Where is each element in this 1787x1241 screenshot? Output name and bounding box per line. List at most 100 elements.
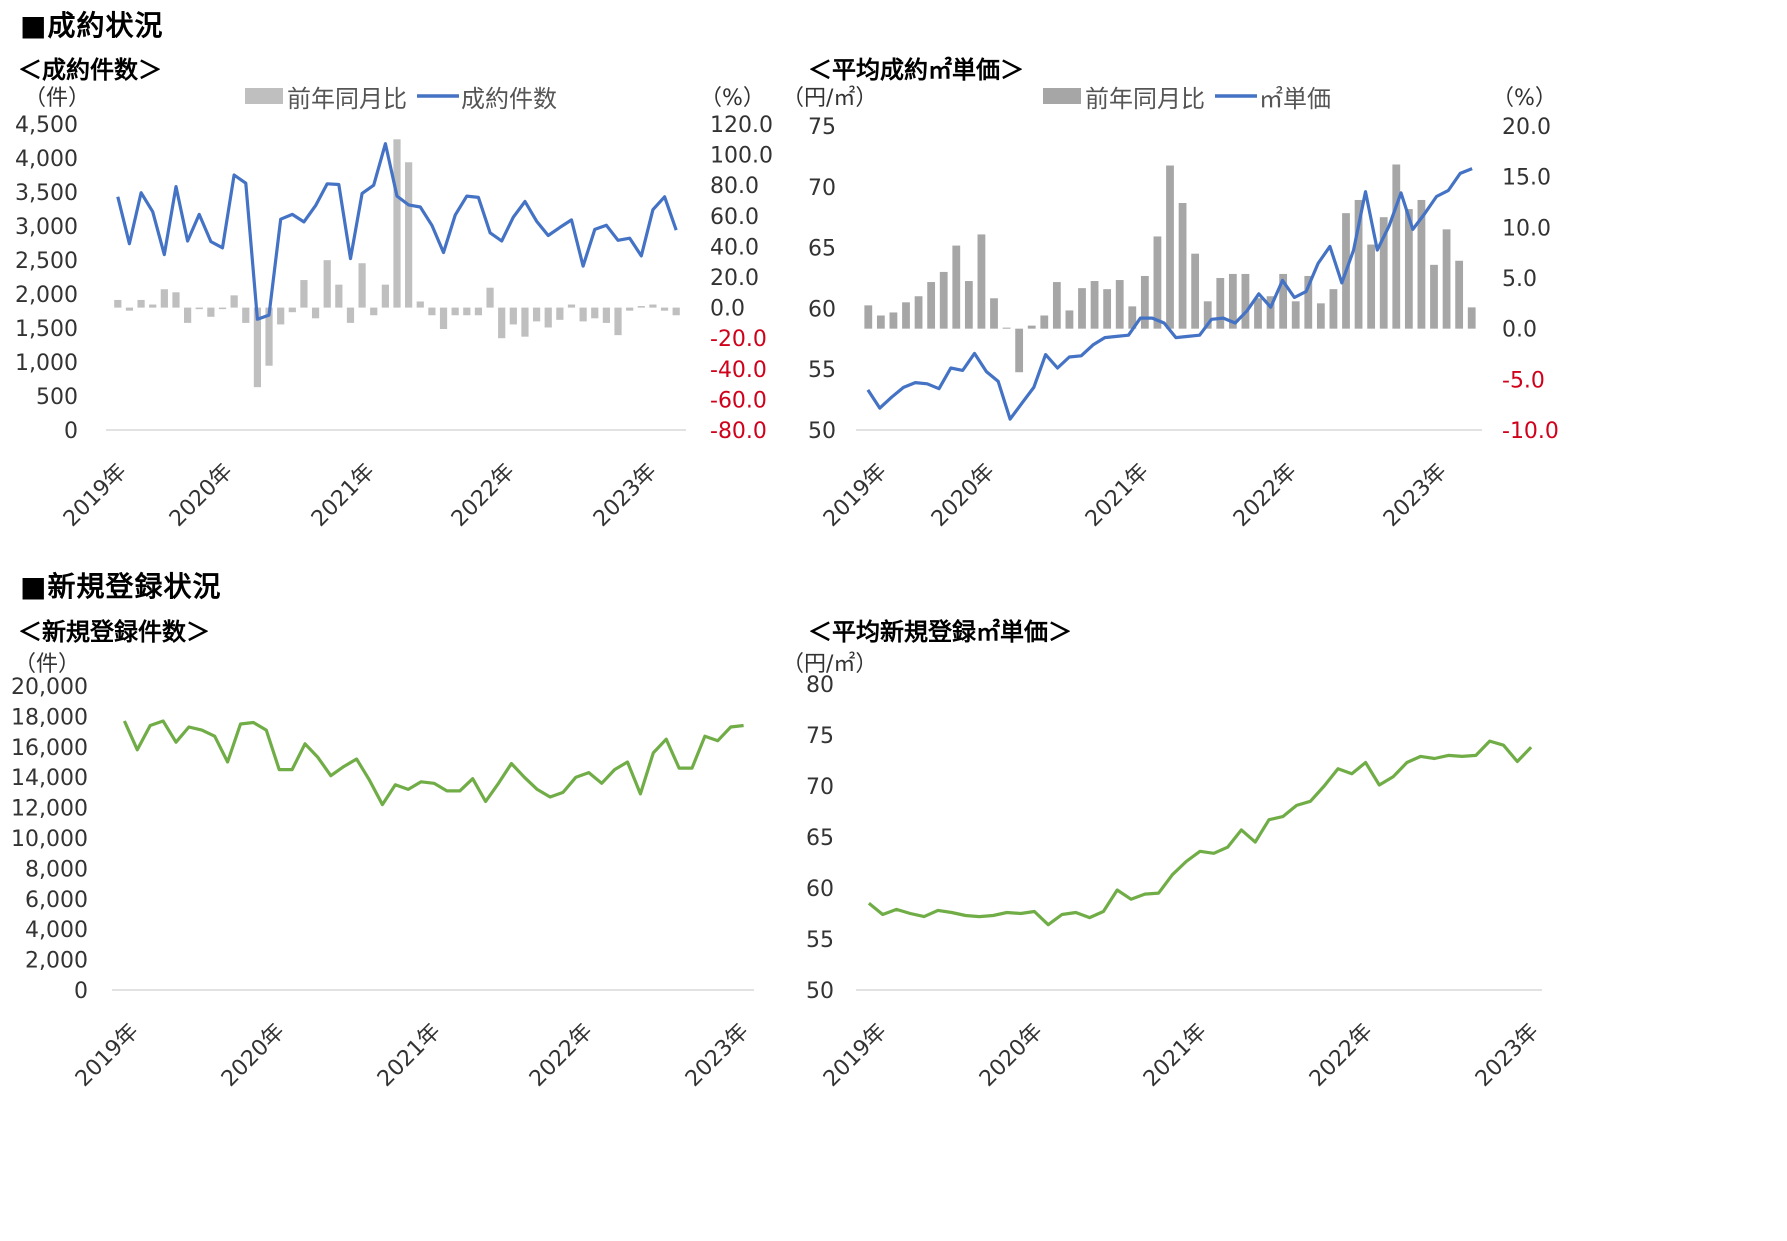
yoy-bar [1392, 164, 1401, 329]
left-tick-label: 2,500 [15, 249, 78, 274]
right-tick-label: -60.0 [710, 388, 767, 413]
yoy-bar [451, 307, 459, 316]
section-title-contract: ■成約状況 [20, 9, 164, 42]
yoy-bar [1166, 165, 1174, 329]
yoy-bar [428, 307, 436, 316]
yoy-bar [521, 307, 529, 337]
legend-label-yoy: 前年同月比 [287, 85, 407, 113]
unit-right-contracts: （%） [700, 86, 765, 111]
yoy-bar [474, 307, 483, 316]
left-tick-label: 0 [74, 979, 88, 1004]
legend-bar-swatch [245, 88, 283, 104]
yoy-bar [1316, 303, 1325, 329]
yoy-bar [195, 307, 203, 310]
unit-left-contracts: （件） [24, 86, 91, 111]
yoy-bar [463, 307, 471, 316]
yoy-bar [160, 289, 168, 308]
x-tick-label: 2021年 [373, 1019, 446, 1092]
yoy-bar [602, 307, 610, 323]
yoy-bar [323, 260, 331, 308]
x-tick-label: 2021年 [1081, 459, 1154, 532]
left-tick-label: 70 [808, 176, 836, 201]
yoy-bar [579, 307, 587, 322]
x-tick-label: 2019年 [819, 459, 892, 532]
yoy-bar [567, 304, 576, 308]
yoy-bar [1027, 325, 1036, 329]
yoy-bar [416, 301, 424, 308]
yoy-bar [439, 307, 448, 330]
x-tick-label: 2020年 [165, 459, 238, 532]
yoy-bar [1178, 203, 1187, 329]
yoy-bar [672, 307, 680, 316]
unit-left-listing-price: （円/㎡） [782, 652, 878, 677]
left-tick-label: 4,500 [15, 113, 78, 138]
chart-title-listing-price: ＜平均新規登録㎡単価＞ [808, 618, 1072, 646]
unit-left-contract-price: （円/㎡） [782, 86, 878, 111]
series-line [116, 142, 678, 321]
legend-bar-swatch [1043, 88, 1081, 104]
left-tick-label: 3,000 [15, 215, 78, 240]
right-tick-label: 0.0 [710, 297, 745, 322]
left-tick-label: 70 [806, 775, 834, 800]
chart-title-contracts: ＜成約件数＞ [18, 56, 162, 84]
yoy-bar [509, 307, 517, 325]
left-tick-label: 55 [806, 928, 834, 953]
section-title-listing: ■新規登録状況 [20, 570, 222, 603]
yoy-bar [660, 307, 669, 311]
yoy-bar [889, 312, 898, 329]
yoy-bar [649, 304, 657, 308]
yoy-bar [370, 307, 378, 316]
yoy-bar [172, 292, 180, 308]
right-tick-label: 20.0 [1502, 115, 1551, 140]
series-line [866, 167, 1473, 421]
right-tick-label: -5.0 [1502, 368, 1545, 393]
yoy-bar [1442, 229, 1451, 329]
x-tick-label: 2021年 [307, 459, 380, 532]
yoy-bar [927, 282, 936, 329]
yoy-bar [626, 307, 634, 311]
left-tick-label: 4,000 [15, 147, 78, 172]
chart-title-listings: ＜新規登録件数＞ [18, 618, 210, 646]
yoy-bar [556, 307, 564, 320]
yoy-bar [207, 307, 215, 317]
left-tick-label: 75 [806, 724, 834, 749]
yoy-bar [335, 284, 343, 308]
yoy-bar [253, 307, 262, 388]
x-tick-label: 2023年 [1379, 459, 1452, 532]
left-tick-label: 75 [808, 115, 836, 140]
legend-label-yoy: 前年同月比 [1085, 85, 1205, 113]
legend-label-series: 成約件数 [461, 85, 557, 113]
left-tick-label: 4,000 [25, 918, 88, 943]
yoy-bar [1115, 280, 1124, 329]
left-tick-label: 1,500 [15, 317, 78, 342]
right-tick-label: -10.0 [1502, 419, 1559, 444]
right-tick-label: 120.0 [710, 113, 773, 138]
x-tick-label: 2023年 [681, 1019, 754, 1092]
left-tick-label: 0 [64, 419, 78, 444]
yoy-bar [149, 304, 157, 308]
yoy-bar [532, 307, 541, 322]
x-tick-label: 2019年 [59, 459, 132, 532]
yoy-bar [358, 263, 366, 308]
unit-left-listings: （件） [14, 652, 81, 677]
left-tick-label: 6,000 [25, 888, 88, 913]
yoy-bar [964, 281, 973, 329]
yoy-bar [288, 307, 296, 313]
x-tick-label: 2023年 [1471, 1019, 1544, 1092]
yoy-bar [1052, 282, 1061, 329]
left-tick-label: 8,000 [25, 857, 88, 882]
yoy-bar [1002, 327, 1011, 329]
yoy-bar [393, 139, 401, 308]
yoy-bar [405, 162, 413, 308]
yoy-bar [1404, 209, 1413, 329]
yoy-bar [1254, 298, 1262, 329]
x-tick-label: 2023年 [589, 459, 662, 532]
yoy-bar [1291, 301, 1300, 329]
yoy-bar [1379, 217, 1388, 329]
series-line [867, 739, 1533, 927]
yoy-bar [1203, 301, 1212, 329]
right-tick-label: -40.0 [710, 358, 767, 383]
yoy-bar [125, 307, 134, 311]
yoy-bar [864, 305, 873, 329]
yoy-bar [614, 307, 622, 336]
